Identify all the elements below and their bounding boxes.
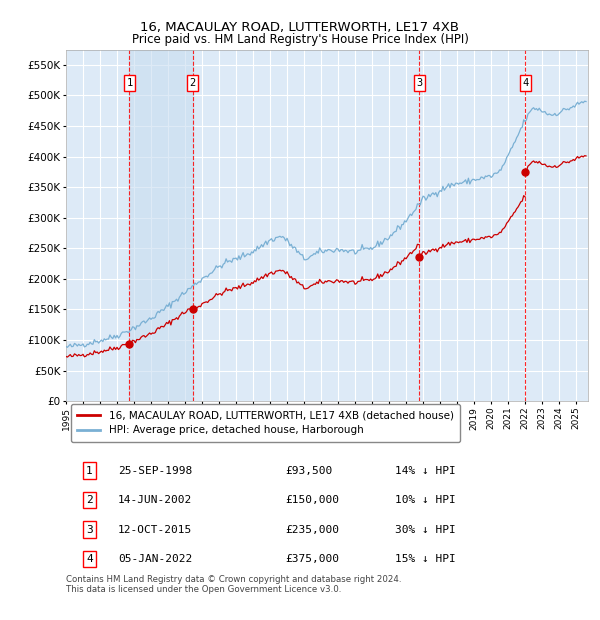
- Text: 2: 2: [190, 78, 196, 88]
- Text: £150,000: £150,000: [285, 495, 339, 505]
- Text: 25-SEP-1998: 25-SEP-1998: [118, 466, 193, 476]
- Text: £235,000: £235,000: [285, 525, 339, 534]
- Text: 15% ↓ HPI: 15% ↓ HPI: [395, 554, 455, 564]
- Text: 05-JAN-2022: 05-JAN-2022: [118, 554, 193, 564]
- Text: £375,000: £375,000: [285, 554, 339, 564]
- Text: 14% ↓ HPI: 14% ↓ HPI: [395, 466, 455, 476]
- Text: £93,500: £93,500: [285, 466, 332, 476]
- Text: 12-OCT-2015: 12-OCT-2015: [118, 525, 193, 534]
- Text: 2: 2: [86, 495, 93, 505]
- Text: 3: 3: [86, 525, 93, 534]
- Text: 4: 4: [523, 78, 529, 88]
- Text: Price paid vs. HM Land Registry's House Price Index (HPI): Price paid vs. HM Land Registry's House …: [131, 33, 469, 46]
- Text: 30% ↓ HPI: 30% ↓ HPI: [395, 525, 455, 534]
- Bar: [130, 50, 193, 401]
- Text: 14-JUN-2002: 14-JUN-2002: [118, 495, 193, 505]
- Text: 1: 1: [126, 78, 133, 88]
- Text: 3: 3: [416, 78, 422, 88]
- Text: 16, MACAULAY ROAD, LUTTERWORTH, LE17 4XB: 16, MACAULAY ROAD, LUTTERWORTH, LE17 4XB: [140, 21, 460, 34]
- Text: 10% ↓ HPI: 10% ↓ HPI: [395, 495, 455, 505]
- Text: 1: 1: [86, 466, 93, 476]
- Text: Contains HM Land Registry data © Crown copyright and database right 2024.
This d: Contains HM Land Registry data © Crown c…: [66, 575, 401, 595]
- Legend: 16, MACAULAY ROAD, LUTTERWORTH, LE17 4XB (detached house), HPI: Average price, d: 16, MACAULAY ROAD, LUTTERWORTH, LE17 4XB…: [71, 404, 460, 441]
- Text: 4: 4: [86, 554, 93, 564]
